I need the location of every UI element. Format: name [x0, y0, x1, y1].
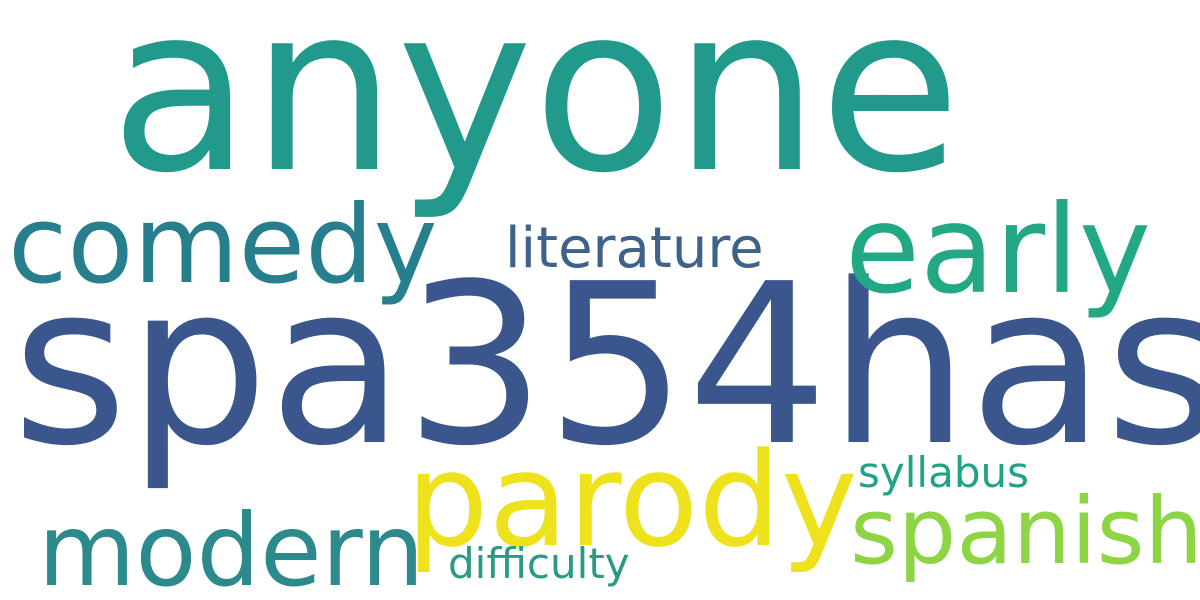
word-syllabus: syllabus: [858, 448, 1029, 497]
word-early: early: [845, 179, 1152, 321]
word-literature: literature: [505, 216, 764, 281]
word-comedy: comedy: [8, 183, 438, 308]
word-difficulty: difficulty: [448, 539, 630, 588]
word-spanish: spanish: [850, 478, 1200, 585]
word-parody: parody: [406, 424, 858, 576]
word-spa354has: spa354has: [12, 237, 1200, 495]
word-modern: modern: [38, 492, 425, 600]
word-anyone: anyone: [110, 0, 961, 224]
